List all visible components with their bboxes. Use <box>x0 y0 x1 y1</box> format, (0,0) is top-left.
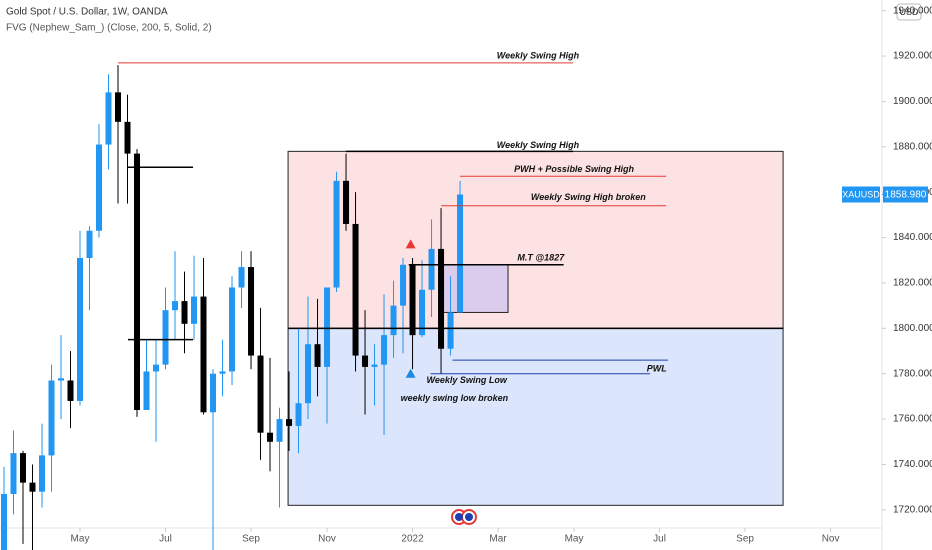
candle-body <box>419 289 426 336</box>
symbol-tag <box>842 186 880 203</box>
candle-body <box>115 92 122 122</box>
alert-icon <box>405 368 416 378</box>
candle-body <box>10 453 17 494</box>
candle-body <box>324 287 331 367</box>
candle-body <box>200 296 207 413</box>
candle-body <box>191 296 198 324</box>
currency-button[interactable] <box>896 3 922 21</box>
candle-body <box>371 364 378 367</box>
annotation: M.T @1827 <box>517 252 565 262</box>
candle-body <box>438 248 445 349</box>
y-tick-label: 1760.000 <box>893 414 932 425</box>
candle-body <box>181 301 188 324</box>
candle-body <box>162 310 169 365</box>
candle-body <box>210 373 217 413</box>
annotation: PWH + Possible Swing High <box>514 164 634 174</box>
x-tick-label: Sep <box>242 534 260 545</box>
annotation: Weekly Swing High <box>497 50 580 60</box>
candle-body <box>428 248 435 290</box>
candle-body <box>362 355 369 367</box>
candle-body <box>96 144 103 231</box>
zone <box>287 150 784 329</box>
candle-body <box>381 335 388 365</box>
candle-body <box>77 257 83 401</box>
event-flags[interactable] <box>451 509 477 525</box>
candle-body <box>267 432 274 442</box>
y-tick-label: 1900.000 <box>893 96 932 107</box>
indicator-label: FVG (Nephew_Sam_) (Close, 200, 5, Solid,… <box>6 23 212 34</box>
candle-body <box>172 301 179 311</box>
price-label: 1858.980 <box>885 190 927 201</box>
candle-body <box>153 364 160 372</box>
y-tick-label: 1800.000 <box>893 323 932 334</box>
candle-body <box>409 264 416 336</box>
x-tick-label: Sep <box>736 534 754 545</box>
x-tick-label: Nov <box>822 534 840 545</box>
y-tick-label: 1740.000 <box>893 459 932 470</box>
candle-body <box>38 455 45 492</box>
y-tick-label: 1920.000 <box>893 51 932 62</box>
candle-body <box>105 92 112 145</box>
x-tick-label: May <box>565 534 584 545</box>
candle-body <box>143 371 150 411</box>
alert-icon <box>405 239 416 249</box>
candle-body <box>86 230 93 258</box>
annotation: weekly swing low broken <box>401 393 509 403</box>
candle-body <box>29 482 36 492</box>
candle-body <box>400 264 407 306</box>
x-tick-label: Nov <box>318 534 336 545</box>
candle-body <box>390 305 397 336</box>
candle-body <box>238 267 245 288</box>
candle-body <box>134 153 141 411</box>
annotation: PWL <box>647 364 667 374</box>
x-tick-label: Jul <box>653 534 666 545</box>
chart-title: Gold Spot / U.S. Dollar, 1W, OANDA <box>6 7 168 18</box>
candle-body <box>457 194 464 313</box>
y-tick-label: 1880.000 <box>893 141 932 152</box>
candle-body <box>67 380 74 401</box>
candle-body <box>229 287 236 372</box>
candle-body <box>57 378 64 381</box>
candle-body <box>286 419 293 426</box>
candle-body <box>295 403 302 426</box>
symbol-label: XAUUSD <box>842 189 880 199</box>
candle-body <box>276 419 283 442</box>
y-tick-label: 1840.000 <box>893 232 932 243</box>
x-tick-label: 2022 <box>401 534 424 545</box>
y-tick-label: 1720.000 <box>893 504 932 515</box>
candle-body <box>48 380 55 456</box>
candle-body <box>314 344 321 367</box>
candle-body <box>0 493 7 550</box>
y-tick-label: 1780.000 <box>893 368 932 379</box>
zone <box>287 327 784 506</box>
annotation: Weekly Swing Low <box>427 375 508 385</box>
x-tick-label: May <box>71 534 90 545</box>
candle-body <box>19 453 26 483</box>
candle-body <box>352 223 359 356</box>
price-tag <box>883 186 928 203</box>
annotation: Weekly Swing High <box>497 140 580 150</box>
candle-body <box>343 180 350 224</box>
currency-label: USD <box>899 7 919 17</box>
y-tick-label: 1940.000 <box>893 5 932 16</box>
x-tick-label: Jul <box>159 534 172 545</box>
candle-body <box>248 267 255 356</box>
zone <box>440 264 509 313</box>
y-tick-label: 1820.000 <box>893 278 932 289</box>
candle-body <box>447 312 454 349</box>
candle-body <box>124 121 131 154</box>
candle-body <box>219 371 226 374</box>
candle-body <box>333 180 340 288</box>
candle-body <box>305 344 312 404</box>
annotation: Weekly Swing High broken <box>531 192 646 202</box>
x-tick-label: Mar <box>489 534 507 545</box>
candle-body <box>257 355 264 433</box>
